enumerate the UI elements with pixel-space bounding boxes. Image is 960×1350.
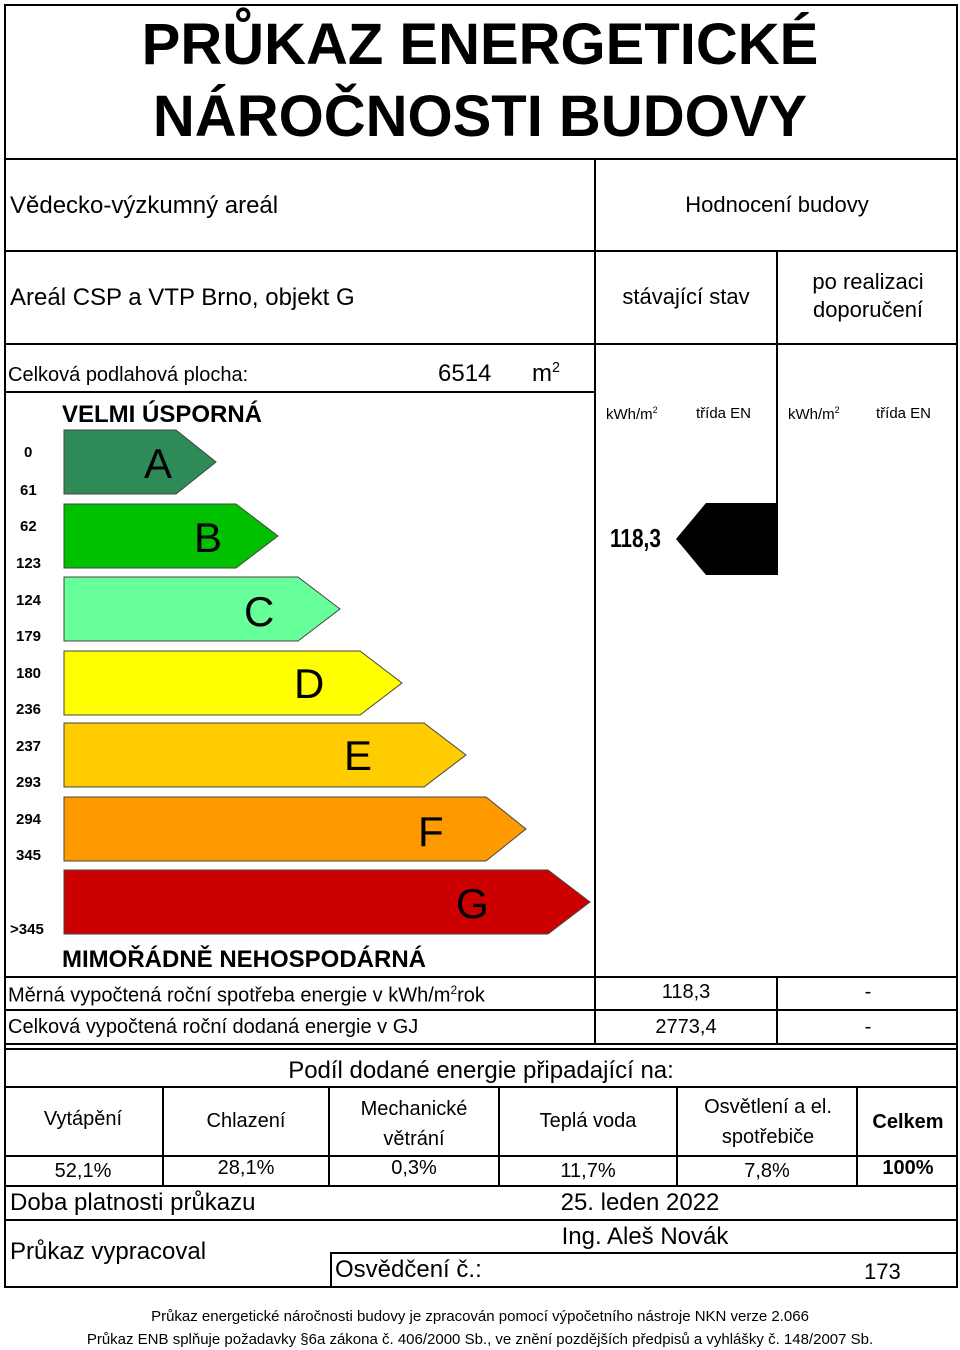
class-current-header: třída EN: [696, 405, 752, 422]
share-value-lighting: 7,8%: [744, 1160, 790, 1182]
divider: [4, 1048, 958, 1050]
class-e-arrow: [63, 722, 467, 788]
class-c-arrow: [63, 576, 341, 642]
certificate-number: 173: [864, 1259, 901, 1284]
certificate-label: Osvědčení č.:: [335, 1256, 482, 1283]
divider: [776, 978, 778, 1044]
divider: [594, 250, 958, 252]
share-value-cooling: 28,1%: [217, 1157, 275, 1179]
divider: [498, 1086, 500, 1185]
specific-energy-label: Měrná vypočtená roční spotřeba energie v…: [8, 983, 485, 1007]
divider: [594, 976, 596, 1044]
scale-value: 180: [16, 665, 42, 682]
divider: [4, 343, 958, 345]
scale-value: 236: [16, 701, 42, 718]
share-value-heating: 52,1%: [54, 1160, 112, 1182]
divider: [776, 250, 778, 575]
class-after-header: třída EN: [876, 405, 932, 422]
share-label-total: Celkem: [872, 1111, 944, 1133]
divider: [856, 1086, 858, 1185]
floor-area-value: 6514: [438, 360, 492, 387]
validity-date: 25. leden 2022: [560, 1189, 720, 1216]
rating-after-header: po realizaci doporučení: [812, 269, 924, 322]
divider: [330, 1252, 958, 1254]
scale-value: 237: [16, 738, 42, 755]
scale-value: >345: [10, 921, 44, 938]
divider: [4, 250, 958, 252]
specific-energy-after: -: [864, 981, 872, 1003]
divider: [4, 1043, 958, 1045]
kwh-after-header: kWh/m2: [788, 405, 840, 423]
page-title: PRŮKAZ ENERGETICKÉ: [141, 12, 819, 77]
divider: [328, 1086, 330, 1185]
floor-area-label: Celková podlahová plocha:: [8, 364, 249, 386]
divider: [4, 1009, 958, 1011]
divider: [4, 1219, 958, 1221]
building-type: Vědecko-výzkumný areál: [10, 192, 279, 219]
rating-current-header: stávající stav: [622, 284, 750, 309]
scale-value: 294: [16, 811, 42, 828]
scale-value: 179: [16, 628, 42, 645]
class-g-letter: G: [456, 880, 489, 927]
shares-title: Podíl dodané energie připadající na:: [288, 1057, 674, 1084]
footer-line-2: Průkaz ENB splňuje požadavky §6a zákona …: [86, 1331, 874, 1348]
class-b-arrow: [63, 503, 279, 569]
divider: [162, 1086, 164, 1185]
total-energy-current: 2773,4: [655, 1016, 717, 1038]
current-rating-indicator: [676, 503, 777, 575]
divider: [4, 158, 958, 160]
share-value-hot-water: 11,7%: [560, 1160, 616, 1182]
share-label-hot-water: Teplá voda: [539, 1110, 637, 1132]
specific-energy-current: 118,3: [661, 981, 711, 1003]
scale-value: 124: [16, 592, 42, 609]
share-label-lighting: Osvětlení a el. spotřebiče: [704, 1096, 832, 1148]
floor-area-unit: m2: [532, 360, 561, 387]
share-value-ventilation: 0,3%: [391, 1157, 437, 1179]
class-b-letter: B: [194, 514, 223, 561]
share-label-cooling: Chlazení: [206, 1110, 286, 1132]
footer-line-1: Průkaz energetické náročnosti budovy je …: [151, 1308, 809, 1325]
total-energy-after: -: [864, 1016, 872, 1038]
class-a-letter: A: [144, 440, 173, 487]
class-e-letter: E: [344, 732, 373, 779]
scale-top-label: VELMI ÚSPORNÁ: [62, 401, 263, 428]
outer-frame: [4, 4, 958, 1288]
class-c-letter: C: [244, 588, 275, 635]
scale-bottom-label: MIMOŘÁDNĚ NEHOSPODÁRNÁ: [62, 946, 427, 973]
class-g-arrow: [63, 869, 591, 935]
divider: [4, 976, 958, 978]
kwh-current-header: kWh/m2: [606, 405, 658, 423]
page-title: NÁROČNOSTI BUDOVY: [152, 84, 808, 149]
rating-header: Hodnocení budovy: [685, 192, 869, 217]
scale-value: 345: [16, 847, 42, 864]
share-value-total: 100%: [882, 1157, 934, 1179]
divider: [4, 1086, 958, 1088]
scale-value: 293: [16, 774, 42, 791]
scale-value: 61: [20, 482, 37, 499]
share-label-heating: Vytápění: [43, 1108, 123, 1130]
class-f-arrow: [63, 796, 527, 862]
divider: [330, 1252, 332, 1288]
divider: [594, 158, 596, 978]
class-d-letter: D: [294, 660, 325, 707]
author-name: Ing. Aleš Novák: [561, 1223, 729, 1250]
divider: [676, 1086, 678, 1185]
building-name: Areál CSP a VTP Brno, objekt G: [10, 284, 355, 311]
current-rating-value: 118,3: [610, 523, 661, 553]
divider: [4, 391, 596, 393]
validity-label: Doba platnosti průkazu: [10, 1189, 256, 1216]
class-d-arrow: [63, 650, 403, 716]
scale-value: 0: [24, 444, 33, 461]
class-f-letter: F: [418, 808, 444, 855]
share-label-ventilation: Mechanické větrání: [360, 1098, 468, 1150]
author-label: Průkaz vypracoval: [10, 1238, 207, 1265]
class-a-arrow: [63, 429, 217, 495]
total-energy-label: Celková vypočtená roční dodaná energie v…: [8, 1016, 419, 1038]
scale-value: 62: [20, 518, 37, 535]
energy-class-bars: [63, 429, 591, 935]
divider: [4, 1185, 958, 1187]
scale-value: 123: [16, 555, 42, 572]
divider: [4, 1155, 958, 1157]
